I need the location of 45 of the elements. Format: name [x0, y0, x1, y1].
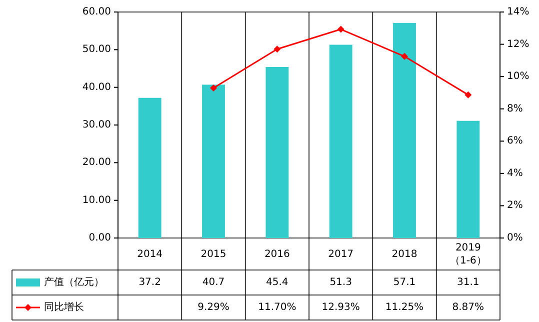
y2-tick-label: 4%	[507, 168, 523, 179]
y-tick-label: 50.00	[82, 44, 111, 56]
y-tick-label: 20.00	[82, 157, 111, 168]
data-label: 12.93%	[322, 302, 360, 313]
y2-tick-label: 8%	[507, 103, 523, 114]
y-tick-label: 60.00	[82, 6, 111, 18]
bar	[329, 44, 352, 238]
data-label: 9.29%	[198, 302, 230, 313]
x-tick-label: 2014	[137, 248, 163, 260]
point	[337, 26, 344, 33]
point	[401, 52, 408, 60]
data-label: 45.4	[266, 277, 288, 288]
y-tick-label: 0.00	[88, 232, 111, 244]
y2-tick-label: 14%	[507, 6, 530, 18]
bar	[266, 66, 289, 238]
y2-tick-label: 6%	[507, 136, 523, 147]
data-label: 57.1	[393, 277, 416, 288]
data-label: 31.1	[457, 277, 480, 288]
y-tick-label: 30.00	[82, 120, 111, 130]
data-label: 51.3	[330, 277, 352, 288]
y-tick-label: 40.00	[82, 82, 111, 93]
point	[210, 84, 217, 92]
bar	[393, 22, 416, 238]
data-label: 11.70%	[258, 302, 296, 313]
x-tick-label: 2019 （1-6）	[450, 242, 486, 266]
y2-tick-label: 0%	[507, 232, 523, 244]
x-tick-label: 2017	[328, 248, 354, 260]
data-label: 11.25%	[385, 302, 424, 313]
point	[464, 91, 472, 98]
data-label: 8.87%	[452, 302, 484, 313]
legend-label: 产值（亿元）	[44, 276, 104, 288]
y2-tick-label: 2%	[507, 200, 523, 212]
y2-tick-label: 12%	[507, 38, 530, 50]
y-tick-label: 10.00	[82, 194, 111, 206]
x-tick-label: 2016	[264, 248, 290, 260]
bar	[456, 120, 480, 238]
data-label: 40.7	[202, 277, 225, 288]
x-tick-label: 2018	[392, 248, 418, 260]
bar	[138, 98, 162, 238]
x-tick-label: 2015	[200, 248, 226, 260]
bar	[202, 84, 225, 238]
legend-label: 同比增长	[44, 301, 84, 313]
data-label: 37.2	[138, 277, 161, 288]
point	[274, 46, 281, 53]
y2-tick-label: 10%	[507, 71, 530, 82]
